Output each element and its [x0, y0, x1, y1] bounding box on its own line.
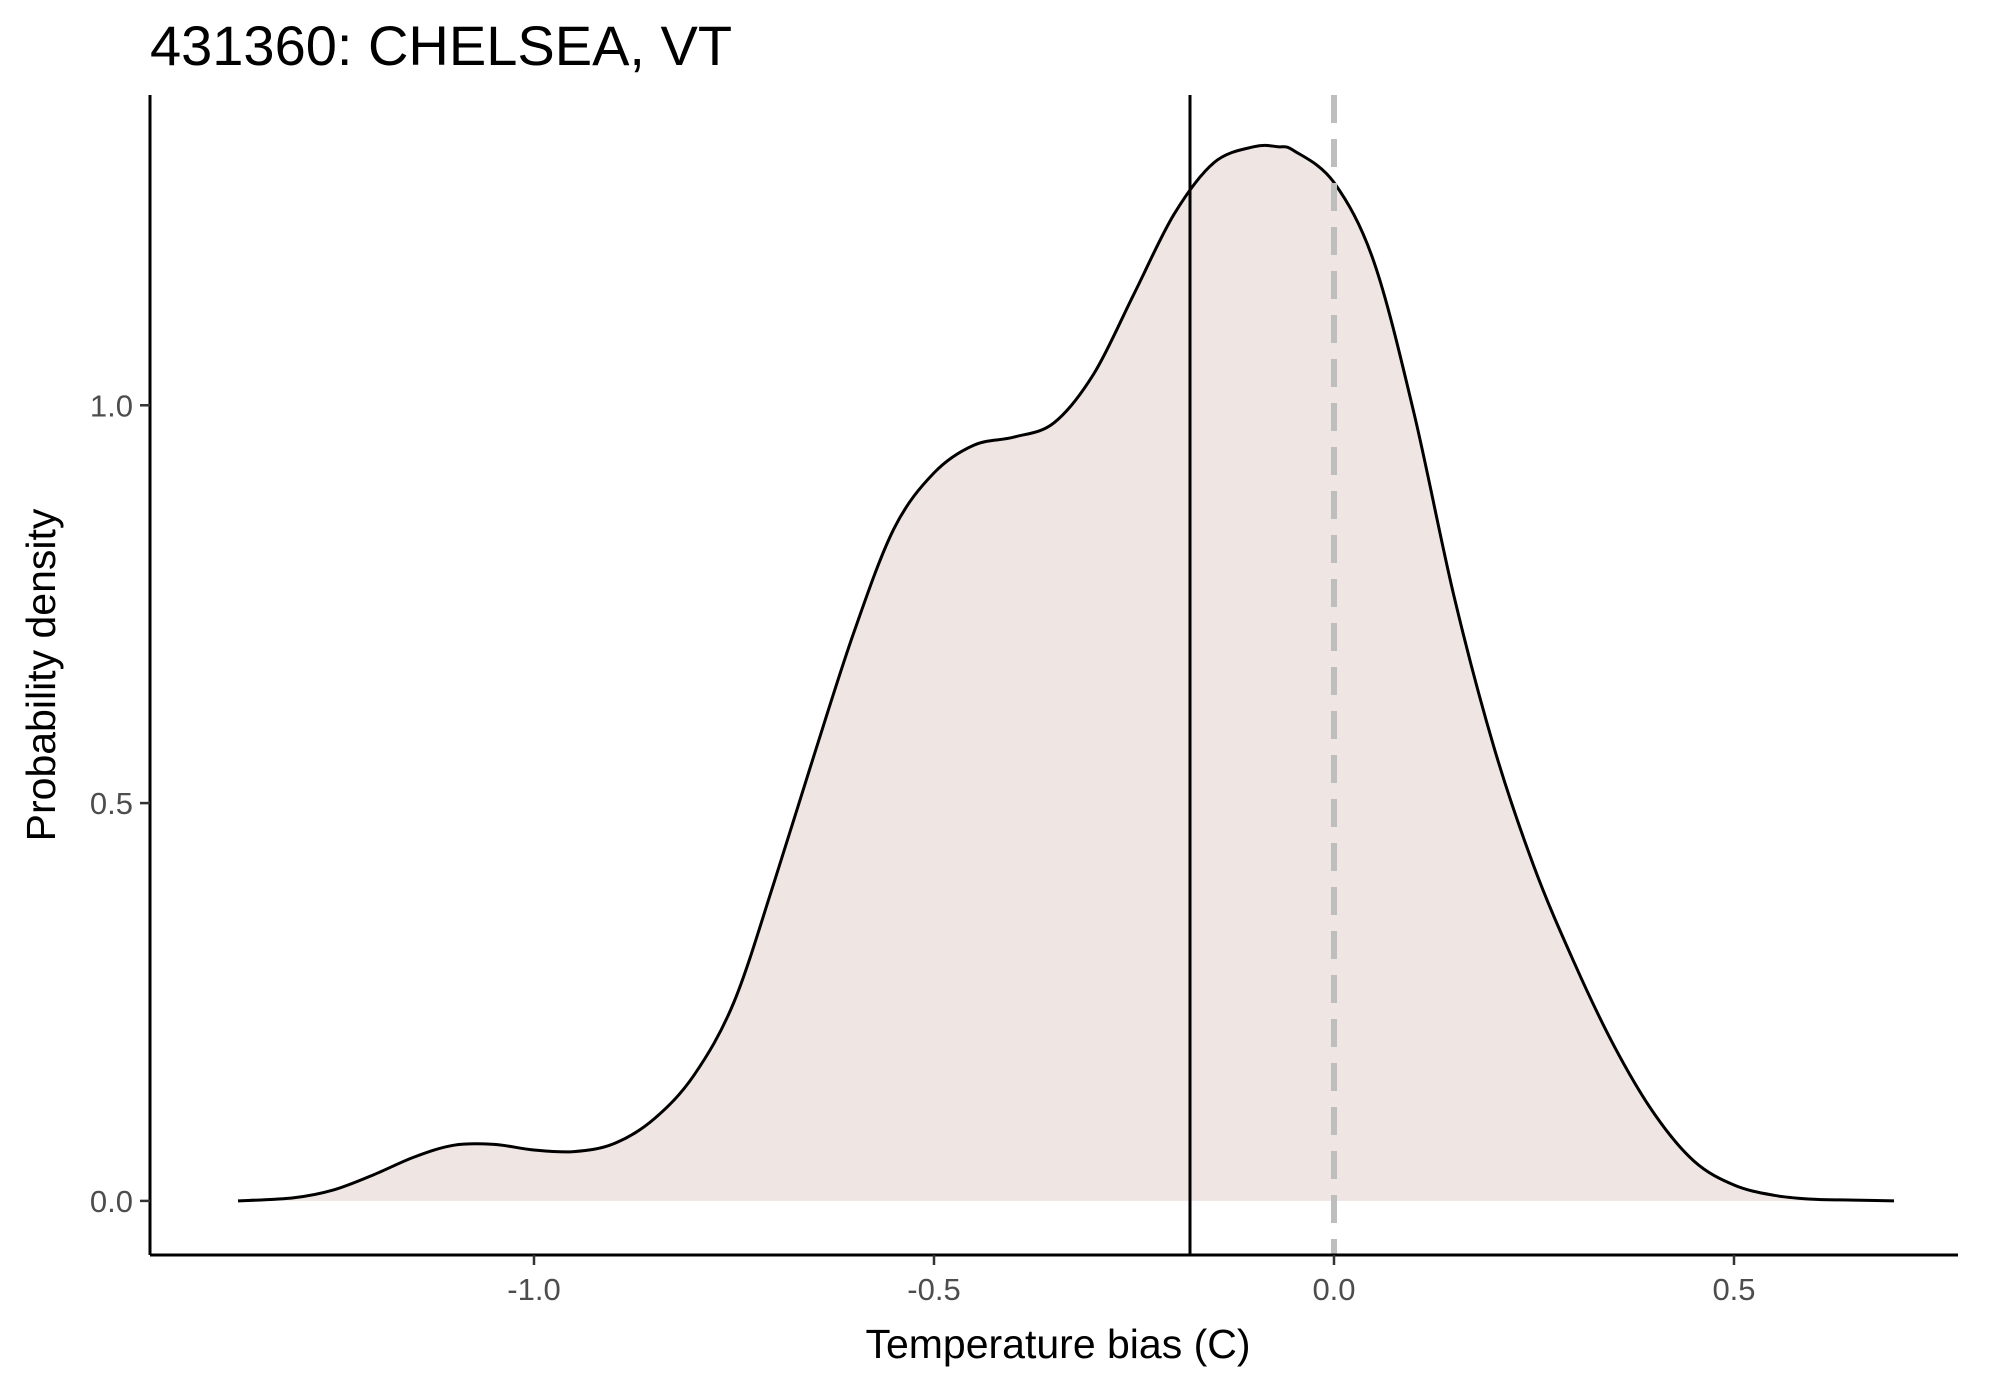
x-tick-label: -1.0 [507, 1272, 560, 1307]
density-curve [237, 143, 1895, 1203]
chart-title: 431360: CHELSEA, VT [150, 14, 732, 77]
x-tick-label: 0.5 [1712, 1272, 1755, 1307]
axes: -1.0 -0.5 0.0 0.5 0.0 0.5 1.0 [90, 95, 1958, 1307]
y-axis-title: Probability density [18, 508, 64, 841]
y-tick-label: 0.5 [90, 786, 133, 821]
plot-area [237, 95, 1895, 1255]
x-axis-title: Temperature bias (C) [865, 1321, 1250, 1367]
y-tick-label: 0.0 [90, 1184, 133, 1219]
x-tick-label: -0.5 [907, 1272, 960, 1307]
x-tick-label: 0.0 [1312, 1272, 1355, 1307]
density-area-fill [238, 145, 1894, 1201]
y-tick-label: 1.0 [90, 388, 133, 423]
